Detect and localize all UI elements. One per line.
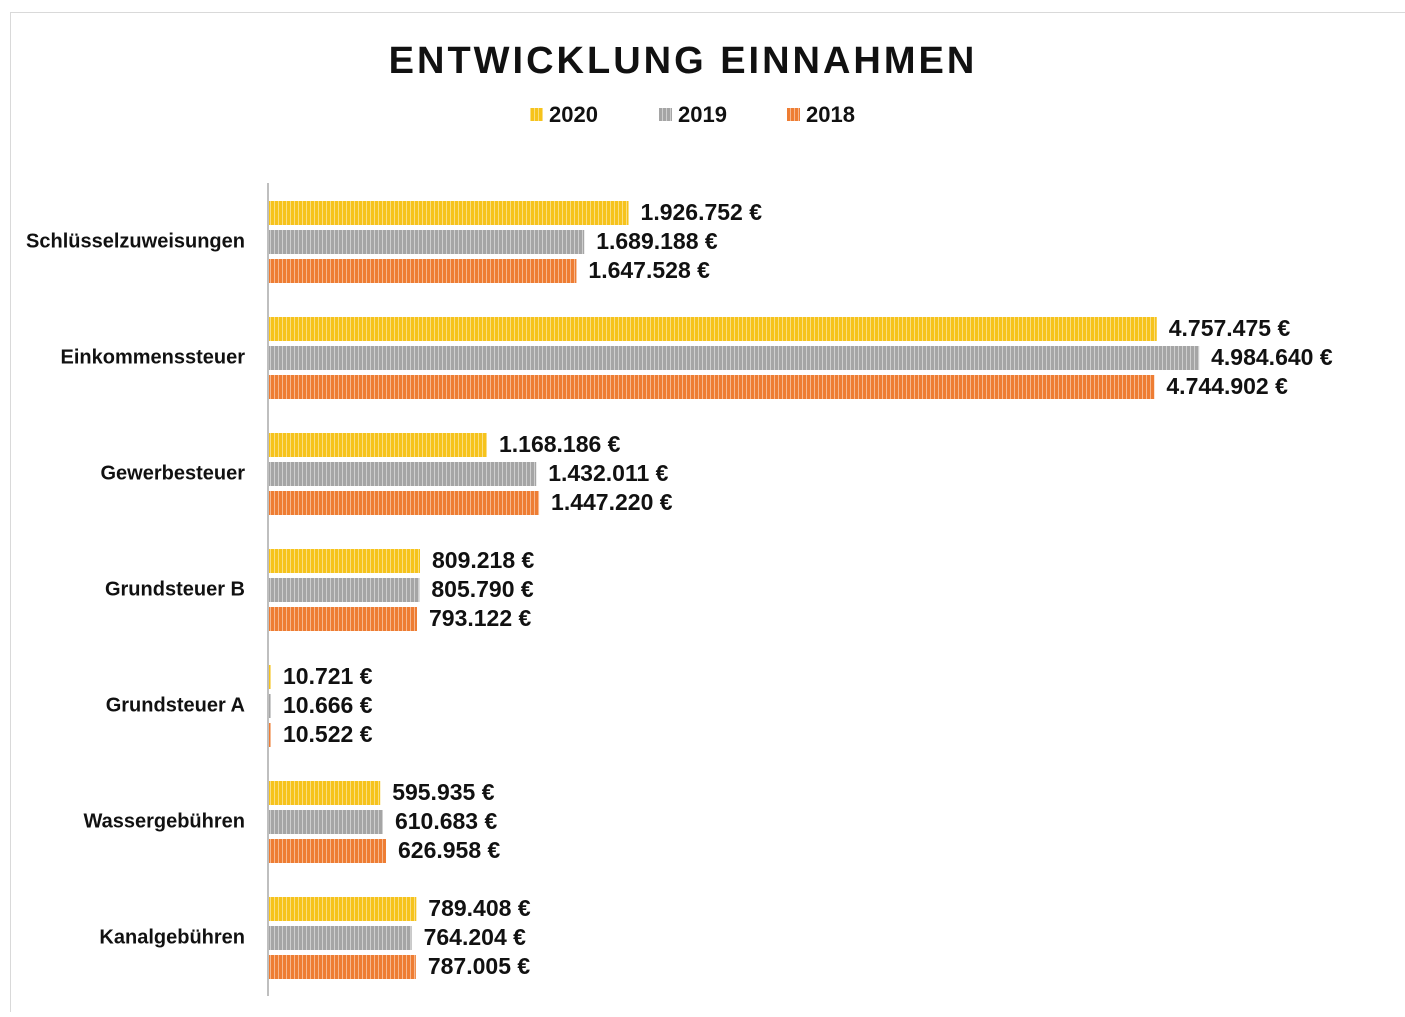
bar <box>269 201 629 225</box>
value-label: 595.935 € <box>392 779 495 805</box>
value-label: 793.122 € <box>429 605 532 631</box>
bar <box>269 578 419 602</box>
value-label: 626.958 € <box>398 837 501 863</box>
legend-swatch <box>787 108 800 121</box>
bar <box>269 897 416 921</box>
bar <box>269 462 536 486</box>
bar <box>269 491 539 515</box>
bar <box>269 955 416 979</box>
legend-label: 2019 <box>678 102 727 127</box>
value-label: 10.666 € <box>283 692 373 718</box>
value-label: 1.432.011 € <box>548 460 668 486</box>
bar <box>269 549 420 573</box>
category-label: Wassergebühren <box>83 810 245 832</box>
value-label: 1.168.186 € <box>499 431 621 457</box>
bar <box>269 375 1154 399</box>
value-label: 787.005 € <box>428 953 531 979</box>
category-label: Einkommenssteuer <box>60 346 245 368</box>
value-label: 789.408 € <box>428 895 531 921</box>
bar <box>269 781 380 805</box>
legend-label: 2018 <box>806 102 855 127</box>
bar <box>269 723 271 747</box>
chart-border <box>11 13 1405 1013</box>
bar <box>269 694 271 718</box>
chart-title: ENTWICKLUNG EINNAHMEN <box>389 40 978 82</box>
value-label: 805.790 € <box>431 576 534 602</box>
bar <box>269 346 1199 370</box>
category-label: Grundsteuer B <box>105 578 245 600</box>
bar <box>269 230 584 254</box>
category-label: Gewerbesteuer <box>100 462 245 484</box>
value-label: 809.218 € <box>432 547 535 573</box>
value-label: 610.683 € <box>395 808 498 834</box>
legend-swatch <box>530 108 543 121</box>
value-label: 1.689.188 € <box>596 228 718 254</box>
value-label: 1.926.752 € <box>641 199 763 225</box>
bar <box>269 839 386 863</box>
category-label: Schlüsselzuweisungen <box>26 230 245 252</box>
value-label: 10.522 € <box>283 721 373 747</box>
value-label: 1.647.528 € <box>588 257 710 283</box>
category-label: Grundsteuer A <box>106 694 245 716</box>
bar <box>269 810 383 834</box>
bar <box>269 259 576 283</box>
value-label: 4.744.902 € <box>1166 373 1288 399</box>
bar <box>269 607 417 631</box>
category-label: Kanalgebühren <box>99 926 245 948</box>
bar <box>269 926 412 950</box>
value-label: 4.984.640 € <box>1211 344 1333 370</box>
bar <box>269 317 1157 341</box>
value-label: 1.447.220 € <box>551 489 673 515</box>
legend-swatch <box>659 108 672 121</box>
bar <box>269 665 271 689</box>
value-label: 4.757.475 € <box>1169 315 1291 341</box>
bar <box>269 433 487 457</box>
legend-label: 2020 <box>549 102 598 127</box>
value-label: 764.204 € <box>424 924 527 950</box>
value-label: 10.721 € <box>283 663 373 689</box>
